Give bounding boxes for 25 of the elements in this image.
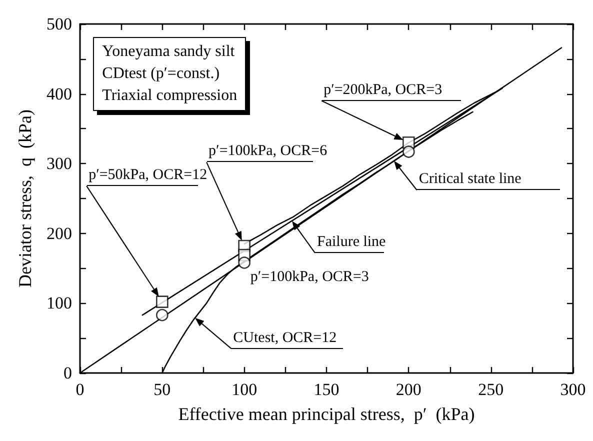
y-tick-label: 300 (46, 154, 72, 174)
y-tick-label: 400 (46, 84, 72, 104)
annotation: p′=50kPa, OCR=12 (88, 166, 208, 185)
annotation: Critical state line (416, 171, 560, 190)
y-tick-label: 0 (64, 364, 72, 382)
x-tick-label: 200 (396, 380, 422, 399)
x-tick-label: 250 (478, 380, 504, 399)
y-tick-label: 200 (46, 224, 72, 243)
annotation: p′=100kPa, OCR=3 (250, 268, 369, 286)
y-tick-label: 500 (46, 14, 72, 34)
x-tick-label: 0 (76, 380, 84, 399)
annotation: p′=200kPa, OCR=3 (322, 82, 462, 101)
annotation: p′=100kPa, OCR=6 (208, 143, 328, 162)
annotation: Yoneyama sandy silt (102, 42, 236, 62)
y-axis-title: Deviator stress, q (kPa) (15, 110, 35, 288)
x-tick-label: 300 (560, 380, 586, 399)
annotation: CDtest (p′=const.) (102, 64, 221, 84)
annotation: Triaxial compression (102, 86, 238, 106)
x-axis-title: Effective mean principal stress, p′ (kPa) (178, 404, 475, 424)
x-tick-label: 150 (314, 380, 340, 399)
annotation: CUtest, OCR=12 (231, 330, 343, 349)
y-tick-label: 100 (46, 294, 72, 313)
x-tick-label: 50 (154, 380, 171, 399)
x-tick-label: 100 (232, 380, 258, 399)
annotation: Failure line (314, 234, 386, 253)
